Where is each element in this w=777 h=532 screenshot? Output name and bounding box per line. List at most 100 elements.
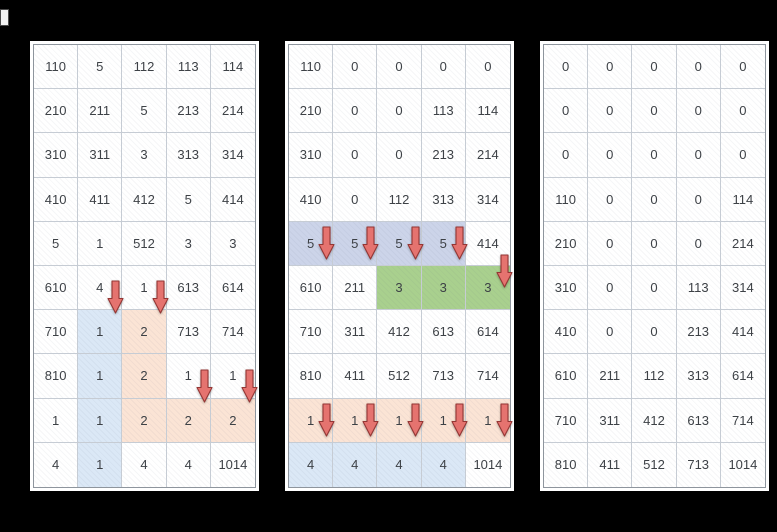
- cell-r4-c4: 0: [676, 177, 721, 222]
- cell-r5-c3: 512: [122, 221, 167, 266]
- cell-r2-c2: 211: [78, 89, 123, 134]
- cell-r10-c4: 4: [421, 442, 466, 487]
- cell-r3-c1: 310: [289, 133, 334, 178]
- cell-r5-c5: 414: [465, 221, 510, 266]
- cell-r6-c1: 610: [34, 266, 79, 311]
- cell-r8-c1: 810: [34, 354, 79, 399]
- cell-r9-c4: 613: [676, 398, 721, 443]
- cell-r9-c1: 710: [544, 398, 589, 443]
- cell-r4-c1: 410: [289, 177, 334, 222]
- cell-r1-c4: 113: [166, 45, 211, 90]
- cell-r7-c1: 710: [289, 310, 334, 355]
- cell-r8-c2: 1: [78, 354, 123, 399]
- cell-r5-c1: 5: [289, 221, 334, 266]
- cell-r10-c2: 411: [588, 442, 633, 487]
- cell-r8-c4: 313: [676, 354, 721, 399]
- cell-r4-c3: 412: [122, 177, 167, 222]
- cell-r1-c5: 0: [465, 45, 510, 90]
- cell-r2-c4: 0: [676, 89, 721, 134]
- cell-r6-c3: 1: [122, 266, 167, 311]
- cell-r4-c1: 110: [544, 177, 589, 222]
- cell-r1-c2: 0: [333, 45, 378, 90]
- cell-r1-c4: 0: [421, 45, 466, 90]
- cell-r8-c5: 714: [465, 354, 510, 399]
- cell-r2-c1: 210: [34, 89, 79, 134]
- cell-r1-c5: 0: [720, 45, 765, 90]
- cell-r2-c1: 0: [544, 89, 589, 134]
- cell-r2-c3: 0: [632, 89, 677, 134]
- cell-r9-c2: 311: [588, 398, 633, 443]
- cell-r4-c3: 112: [377, 177, 422, 222]
- cell-r10-c3: 4: [377, 442, 422, 487]
- cell-r3-c5: 0: [720, 133, 765, 178]
- cell-r1-c3: 0: [377, 45, 422, 90]
- cell-r8-c3: 512: [377, 354, 422, 399]
- cell-r1-c2: 0: [588, 45, 633, 90]
- cell-r10-c5: 1014: [720, 442, 765, 487]
- cell-r6-c4: 3: [421, 266, 466, 311]
- cell-r5-c1: 210: [544, 221, 589, 266]
- cell-r4-c5: 314: [465, 177, 510, 222]
- corner-artifact: [0, 9, 9, 26]
- cell-r1-c1: 110: [289, 45, 334, 90]
- cell-r5-c5: 3: [210, 221, 255, 266]
- cell-r1-c4: 0: [676, 45, 721, 90]
- cell-r8-c5: 614: [720, 354, 765, 399]
- cell-r5-c4: 5: [421, 221, 466, 266]
- cell-r2-c1: 210: [289, 89, 334, 134]
- cell-r1-c3: 0: [632, 45, 677, 90]
- cell-r9-c5: 714: [720, 398, 765, 443]
- cell-r10-c1: 4: [34, 442, 79, 487]
- cell-r8-c2: 411: [333, 354, 378, 399]
- cell-r3-c3: 0: [632, 133, 677, 178]
- cell-r7-c3: 2: [122, 310, 167, 355]
- cell-r4-c2: 0: [588, 177, 633, 222]
- cell-r7-c2: 0: [588, 310, 633, 355]
- cell-r2-c3: 0: [377, 89, 422, 134]
- cell-r9-c1: 1: [34, 398, 79, 443]
- cell-r10-c1: 810: [544, 442, 589, 487]
- cell-r9-c3: 2: [122, 398, 167, 443]
- cell-r5-c1: 5: [34, 221, 79, 266]
- cell-r4-c2: 0: [333, 177, 378, 222]
- cell-r5-c2: 1: [78, 221, 123, 266]
- cell-r7-c5: 614: [465, 310, 510, 355]
- cell-r10-c5: 1014: [465, 442, 510, 487]
- cell-r10-c2: 4: [333, 442, 378, 487]
- cell-r3-c4: 0: [676, 133, 721, 178]
- cell-r4-c5: 414: [210, 177, 255, 222]
- cell-r8-c5: 1: [210, 354, 255, 399]
- cell-r6-c5: 314: [720, 266, 765, 311]
- cell-r5-c4: 0: [676, 221, 721, 266]
- cell-r6-c3: 3: [377, 266, 422, 311]
- cell-r9-c2: 1: [78, 398, 123, 443]
- cell-r8-c4: 713: [421, 354, 466, 399]
- cell-r10-c5: 1014: [210, 442, 255, 487]
- cell-r3-c1: 0: [544, 133, 589, 178]
- cell-r9-c2: 1: [333, 398, 378, 443]
- cell-r9-c4: 1: [421, 398, 466, 443]
- cell-r6-c4: 113: [676, 266, 721, 311]
- cell-r7-c5: 714: [210, 310, 255, 355]
- cell-r4-c4: 313: [421, 177, 466, 222]
- cell-r1-c2: 5: [78, 45, 123, 90]
- cell-r4-c4: 5: [166, 177, 211, 222]
- cell-r5-c5: 214: [720, 221, 765, 266]
- cell-r7-c3: 412: [377, 310, 422, 355]
- matrix-grid-middle: 110 0 0 0 0 210 0 0 113 114 310 0 0 213 214 410 0 112 313 3…: [288, 44, 511, 488]
- cell-r5-c3: 0: [632, 221, 677, 266]
- cell-r9-c1: 1: [289, 398, 334, 443]
- cell-r9-c3: 412: [632, 398, 677, 443]
- cell-r6-c3: 0: [632, 266, 677, 311]
- cell-r5-c2: 0: [588, 221, 633, 266]
- cell-r8-c3: 112: [632, 354, 677, 399]
- cell-r7-c2: 311: [333, 310, 378, 355]
- cell-r2-c5: 0: [720, 89, 765, 134]
- cell-r7-c1: 710: [34, 310, 79, 355]
- cell-r4-c5: 114: [720, 177, 765, 222]
- cell-r6-c4: 613: [166, 266, 211, 311]
- cell-r3-c5: 314: [210, 133, 255, 178]
- matrix-grid-left: 110 5 112 113 114 210 211 5 213 214 310 311 3 313 314 4…: [33, 44, 256, 488]
- cell-r1-c3: 112: [122, 45, 167, 90]
